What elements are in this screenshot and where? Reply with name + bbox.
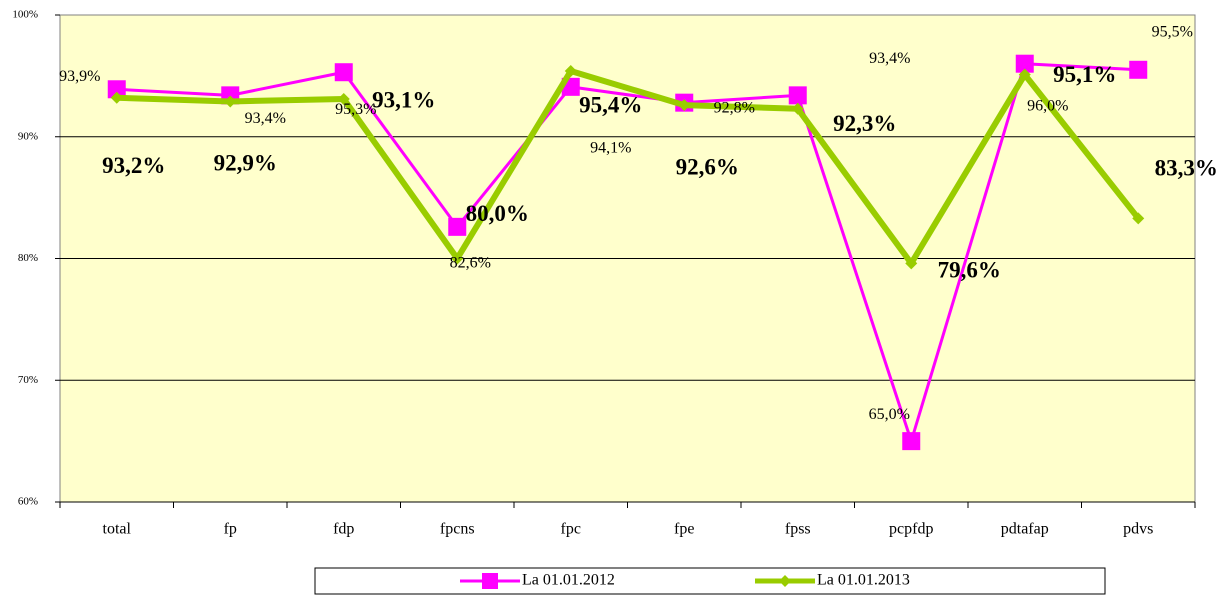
marker xyxy=(678,99,691,112)
marker xyxy=(902,432,921,451)
legend-label: La 01.01.2012 xyxy=(522,572,615,589)
data-label: 92,8% xyxy=(714,99,755,116)
data-label: 94,1% xyxy=(590,140,631,157)
series-line xyxy=(116,62,1139,443)
data-label: 96,0% xyxy=(1027,97,1068,114)
x-tick-label: pdvs xyxy=(1123,521,1153,538)
data-label: 93,4% xyxy=(245,110,286,127)
data-label: 95,3% xyxy=(335,101,376,118)
marker xyxy=(564,65,577,78)
data-label: 92,3% xyxy=(833,111,896,136)
marker xyxy=(791,102,804,115)
data-label: 83,3% xyxy=(1155,156,1218,181)
marker xyxy=(1129,60,1148,79)
x-tick-label: fpss xyxy=(785,521,811,538)
data-label: 92,6% xyxy=(676,154,739,179)
y-tick-label: 70% xyxy=(18,374,38,386)
data-label: 95,5% xyxy=(1152,23,1193,40)
data-label: 93,9% xyxy=(59,68,100,85)
data-label: 95,4% xyxy=(579,92,642,117)
legend-marker xyxy=(779,575,791,587)
x-tick-label: fpc xyxy=(561,521,581,538)
data-label: 92,9% xyxy=(214,151,277,176)
legend-marker xyxy=(482,573,498,589)
marker xyxy=(337,93,350,106)
y-tick-label: 60% xyxy=(18,496,38,508)
marker xyxy=(1018,68,1031,81)
x-tick-label: fdp xyxy=(333,521,354,538)
marker xyxy=(1132,212,1145,225)
marker xyxy=(1015,54,1034,73)
x-tick-label: total xyxy=(103,521,132,538)
marker xyxy=(448,217,467,236)
data-label: 82,6% xyxy=(450,255,491,272)
y-tick-label: 100% xyxy=(12,9,38,21)
data-label: 93,1% xyxy=(372,87,435,112)
x-tick-label: fpcns xyxy=(440,521,475,538)
marker xyxy=(334,63,353,82)
y-tick-label: 80% xyxy=(18,252,38,264)
x-tick-label: fp xyxy=(224,521,237,538)
marker xyxy=(788,86,807,105)
marker xyxy=(107,80,126,99)
data-label: 65,0% xyxy=(869,406,910,423)
x-tick-label: pcpfdp xyxy=(889,521,933,538)
series-line xyxy=(116,68,1141,267)
data-label: 80,0% xyxy=(466,201,529,226)
data-label: 95,1% xyxy=(1053,62,1116,87)
legend xyxy=(314,567,1106,595)
marker xyxy=(451,252,464,265)
data-label: 93,2% xyxy=(102,153,165,178)
marker xyxy=(905,257,918,270)
marker xyxy=(224,95,237,108)
data-label: 79,6% xyxy=(938,258,1001,283)
marker xyxy=(110,91,123,104)
data-label: 93,4% xyxy=(869,50,910,67)
y-tick-label: 90% xyxy=(18,130,38,142)
x-tick-label: fpe xyxy=(674,521,694,538)
legend-label: La 01.01.2013 xyxy=(817,572,910,589)
x-tick-label: pdtafap xyxy=(1001,521,1049,538)
